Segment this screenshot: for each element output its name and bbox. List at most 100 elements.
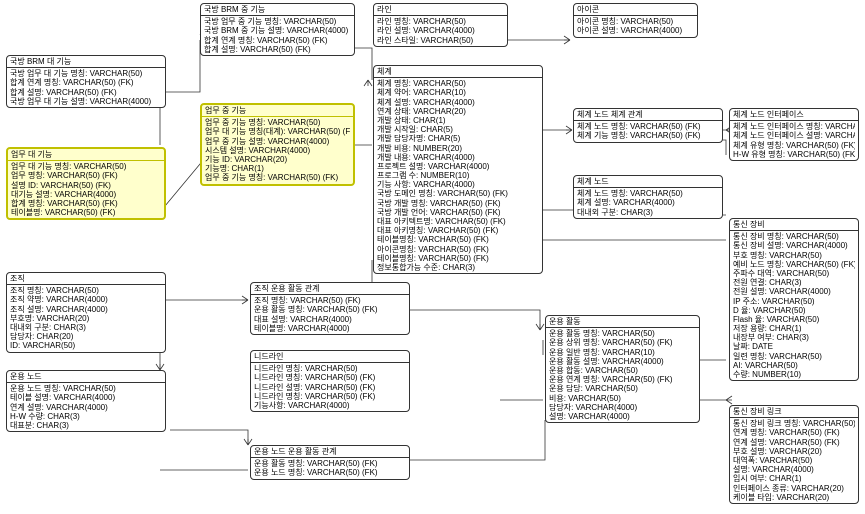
attr: 운용 활동 설명: VARCHAR(4000)	[549, 357, 696, 366]
entity-title: 업무 대 기능	[8, 149, 164, 161]
entity-title: 체계	[374, 66, 542, 78]
entity-op-node-act-rel[interactable]: 운용 노드 운용 활동 관계 운용 활동 명칭: VARCHAR(50) (FK…	[250, 445, 410, 480]
attr: 담당자: CHAR(20)	[10, 332, 162, 341]
attr: 부호 명칭: VARCHAR(50)	[733, 251, 855, 260]
attr: 체계 설명: VARCHAR(4000)	[377, 98, 539, 107]
attr: 국방 업무 중 기능 명칭: VARCHAR(50)	[204, 17, 351, 26]
attr: 임시 여부: CHAR(1)	[733, 474, 855, 483]
attr: H-W 수량: CHAR(3)	[10, 412, 162, 421]
attr: AI: VARCHAR(50)	[733, 361, 855, 370]
entity-title: 조직 운용 활동 관계	[251, 283, 409, 295]
attr: 기능 사항: VARCHAR(4000)	[377, 180, 539, 189]
entity-system[interactable]: 체계 체계 명칭: VARCHAR(50) 체계 약어: VARCHAR(10)…	[373, 65, 543, 274]
attr: 체계 약어: VARCHAR(10)	[377, 88, 539, 97]
entity-icon[interactable]: 아이콘 아이콘 명칭: VARCHAR(50) 아이콘 설명: VARCHAR(…	[573, 3, 698, 38]
entity-title: 통신 장비	[730, 219, 858, 231]
attr: 체계 노드 인터페이스 설명: VARCHAR(4000)	[733, 131, 855, 140]
attr: 대표 설명: VARCHAR(4000)	[254, 315, 406, 324]
attr: 수량: NUMBER(10)	[733, 370, 855, 379]
entity-title: 운용 노드	[7, 371, 165, 383]
attr: 통신 장비 명칭: VARCHAR(50)	[733, 232, 855, 241]
attr: 개발 시작일: CHAR(5)	[377, 125, 539, 134]
attr: 비용: VARCHAR(50)	[549, 394, 696, 403]
entity-comm-equip[interactable]: 통신 장비 통신 장비 명칭: VARCHAR(50) 통신 장비 설명: VA…	[729, 218, 859, 381]
attr: 대표분: CHAR(3)	[10, 421, 162, 430]
entity-comm-link[interactable]: 통신 장비 링크 통신 장비 링크 명칭: VARCHAR(50) 연계 명칭:…	[729, 405, 859, 504]
entity-task-main[interactable]: 업무 대 기능 업무 대 기능 명칭: VARCHAR(50) 업무 명칭: V…	[6, 147, 166, 220]
attr: 체계 설명: VARCHAR(4000)	[577, 198, 719, 207]
attr: 국방 BRM 중 기능 설명: VARCHAR(4000)	[204, 26, 351, 35]
attr: 부호명: VARCHAR(20)	[10, 314, 162, 323]
attr: 업무 명칭: VARCHAR(50) (FK)	[11, 171, 161, 180]
attr: 프로젝트 설명: VARCHAR(4000)	[377, 162, 539, 171]
entity-line[interactable]: 라인 라인 명칭: VARCHAR(50) 라인 설명: VARCHAR(400…	[373, 3, 508, 47]
attr: 기능 ID: VARCHAR(20)	[205, 155, 350, 164]
attr: 운용 담당: VARCHAR(50)	[549, 384, 696, 393]
attr: 니드라인 명칭: VARCHAR(50)	[254, 364, 406, 373]
entity-title: 운용 노드 운용 활동 관계	[251, 446, 409, 458]
attr: 연계 상태: VARCHAR(20)	[377, 107, 539, 116]
attr: 주파수 대역: VARCHAR(50)	[733, 269, 855, 278]
attr: 운용 활동 명칭: VARCHAR(50) (FK)	[254, 305, 406, 314]
entity-task-sub[interactable]: 업무 중 기능 업무 중 기능 명칭: VARCHAR(50) 업무 대 기능 …	[200, 103, 355, 186]
attr: IP 주소: VARCHAR(50)	[733, 297, 855, 306]
attr: 합계 설명: VARCHAR(50) (FK)	[10, 88, 162, 97]
attr: 업무 중 기능 명칭: VARCHAR(50)	[205, 118, 350, 127]
entity-op-node[interactable]: 운용 노드 운용 노드 명칭: VARCHAR(50) 테이블 설명: VARC…	[6, 370, 166, 432]
attr: Flash 율: VARCHAR(50)	[733, 315, 855, 324]
attr: ID: VARCHAR(50)	[10, 341, 162, 350]
attr: 전원 연결: CHAR(3)	[733, 278, 855, 287]
attr: H-W 유형 명칭: VARCHAR(50) (FK)	[733, 150, 855, 159]
attr: 체계 명칭: VARCHAR(50)	[377, 79, 539, 88]
attr: 체계 노드 인터페이스 명칭: VARCHAR(50)	[733, 122, 855, 131]
attr: 테이블명칭: VARCHAR(50) (FK)	[377, 254, 539, 263]
attr: 조직 약명: VARCHAR(4000)	[10, 295, 162, 304]
attr: 날짜: DATE	[733, 342, 855, 351]
attr: 체계 기능 명칭: VARCHAR(50) (FK)	[577, 131, 719, 140]
attr: 테이블명: VARCHAR(4000)	[254, 324, 406, 333]
entity-title: 니드라인	[251, 351, 409, 363]
attr: 저장 용량: CHAR(1)	[733, 324, 855, 333]
attr: 라인 스타일: VARCHAR(50)	[377, 36, 504, 45]
attr: 케이블 타입: VARCHAR(20)	[733, 493, 855, 502]
attr: 조직 설명: VARCHAR(4000)	[10, 305, 162, 314]
entity-sys-node[interactable]: 체계 노드 체계 노드 명칭: VARCHAR(50) 체계 설명: VARCH…	[573, 175, 723, 219]
entity-brm-sub[interactable]: 국방 BRM 중 기능 국방 업무 중 기능 명칭: VARCHAR(50) 국…	[200, 3, 355, 56]
attr: 테이블 설명: VARCHAR(4000)	[10, 393, 162, 402]
attr: 정보통합가능 수준: CHAR(3)	[377, 263, 539, 272]
attr: D 율: VARCHAR(50)	[733, 306, 855, 315]
attr: 시스템 설명: VARCHAR(4000)	[205, 146, 350, 155]
attr: 운용 연계 명칭: VARCHAR(50) (FK)	[549, 375, 696, 384]
attr: 대표 아키명칭: VARCHAR(50) (FK)	[377, 226, 539, 235]
entity-title: 체계 노드	[574, 176, 722, 188]
entity-title: 체계 노드 체계 관계	[574, 109, 722, 121]
entity-op-activity[interactable]: 운용 활동 운용 활동 명칭: VARCHAR(50) 운용 상위 명칭: VA…	[545, 315, 700, 423]
entity-sys-node-if[interactable]: 체계 노드 인터페이스 체계 노드 인터페이스 명칭: VARCHAR(50) …	[729, 108, 859, 161]
attr: 대내외 구분: CHAR(3)	[10, 323, 162, 332]
attr: 라인 설명: VARCHAR(4000)	[377, 26, 504, 35]
entity-org-op-rel[interactable]: 조직 운용 활동 관계 조직 명칭: VARCHAR(50) (FK) 운용 활…	[250, 282, 410, 335]
entity-brm-main[interactable]: 국방 BRM 대 기능 국방 업무 대 기능 명칭: VARCHAR(50) 합…	[6, 55, 166, 108]
attr: 니드라인 명칭: VARCHAR(50) (FK)	[254, 373, 406, 382]
entity-org[interactable]: 조직 조직 명칭: VARCHAR(50) 조직 약명: VARCHAR(400…	[6, 272, 166, 353]
attr: 국방 업무 대 기능 설명: VARCHAR(4000)	[10, 97, 162, 106]
entity-needline[interactable]: 니드라인 니드라인 명칭: VARCHAR(50) 니드라인 명칭: VARCH…	[250, 350, 410, 412]
attr: 대역폭: VARCHAR(50)	[733, 456, 855, 465]
attr: 업무 대 기능 명칭(대계): VARCHAR(50) (FK)	[205, 127, 350, 136]
attr: 라인 명칭: VARCHAR(50)	[377, 17, 504, 26]
entity-title: 조직	[7, 273, 165, 285]
attr: 운용 노드 명칭: VARCHAR(50)	[10, 384, 162, 393]
attr: 내장부 여부: CHAR(3)	[733, 333, 855, 342]
entity-title: 업무 중 기능	[202, 105, 353, 117]
attr: 조직 명칭: VARCHAR(50) (FK)	[254, 296, 406, 305]
attr: 운용 상위 명칭: VARCHAR(50) (FK)	[549, 338, 696, 347]
attr: 대기능 설명: VARCHAR(4000)	[11, 190, 161, 199]
attr: 대내외 구분: CHAR(3)	[577, 208, 719, 217]
entity-title: 체계 노드 인터페이스	[730, 109, 858, 121]
entity-sys-node-rel[interactable]: 체계 노드 체계 관계 체계 노드 명칭: VARCHAR(50) (FK) 체…	[573, 108, 723, 143]
attr: 연계 설명: VARCHAR(4000)	[10, 403, 162, 412]
attr: 기능사항: VARCHAR(4000)	[254, 401, 406, 410]
attr: 설명 ID: VARCHAR(50) (FK)	[11, 181, 161, 190]
attr: 인터페이스 종류: VARCHAR(20)	[733, 484, 855, 493]
attr: 운용 일반 명칭: VARCHAR(10)	[549, 348, 696, 357]
